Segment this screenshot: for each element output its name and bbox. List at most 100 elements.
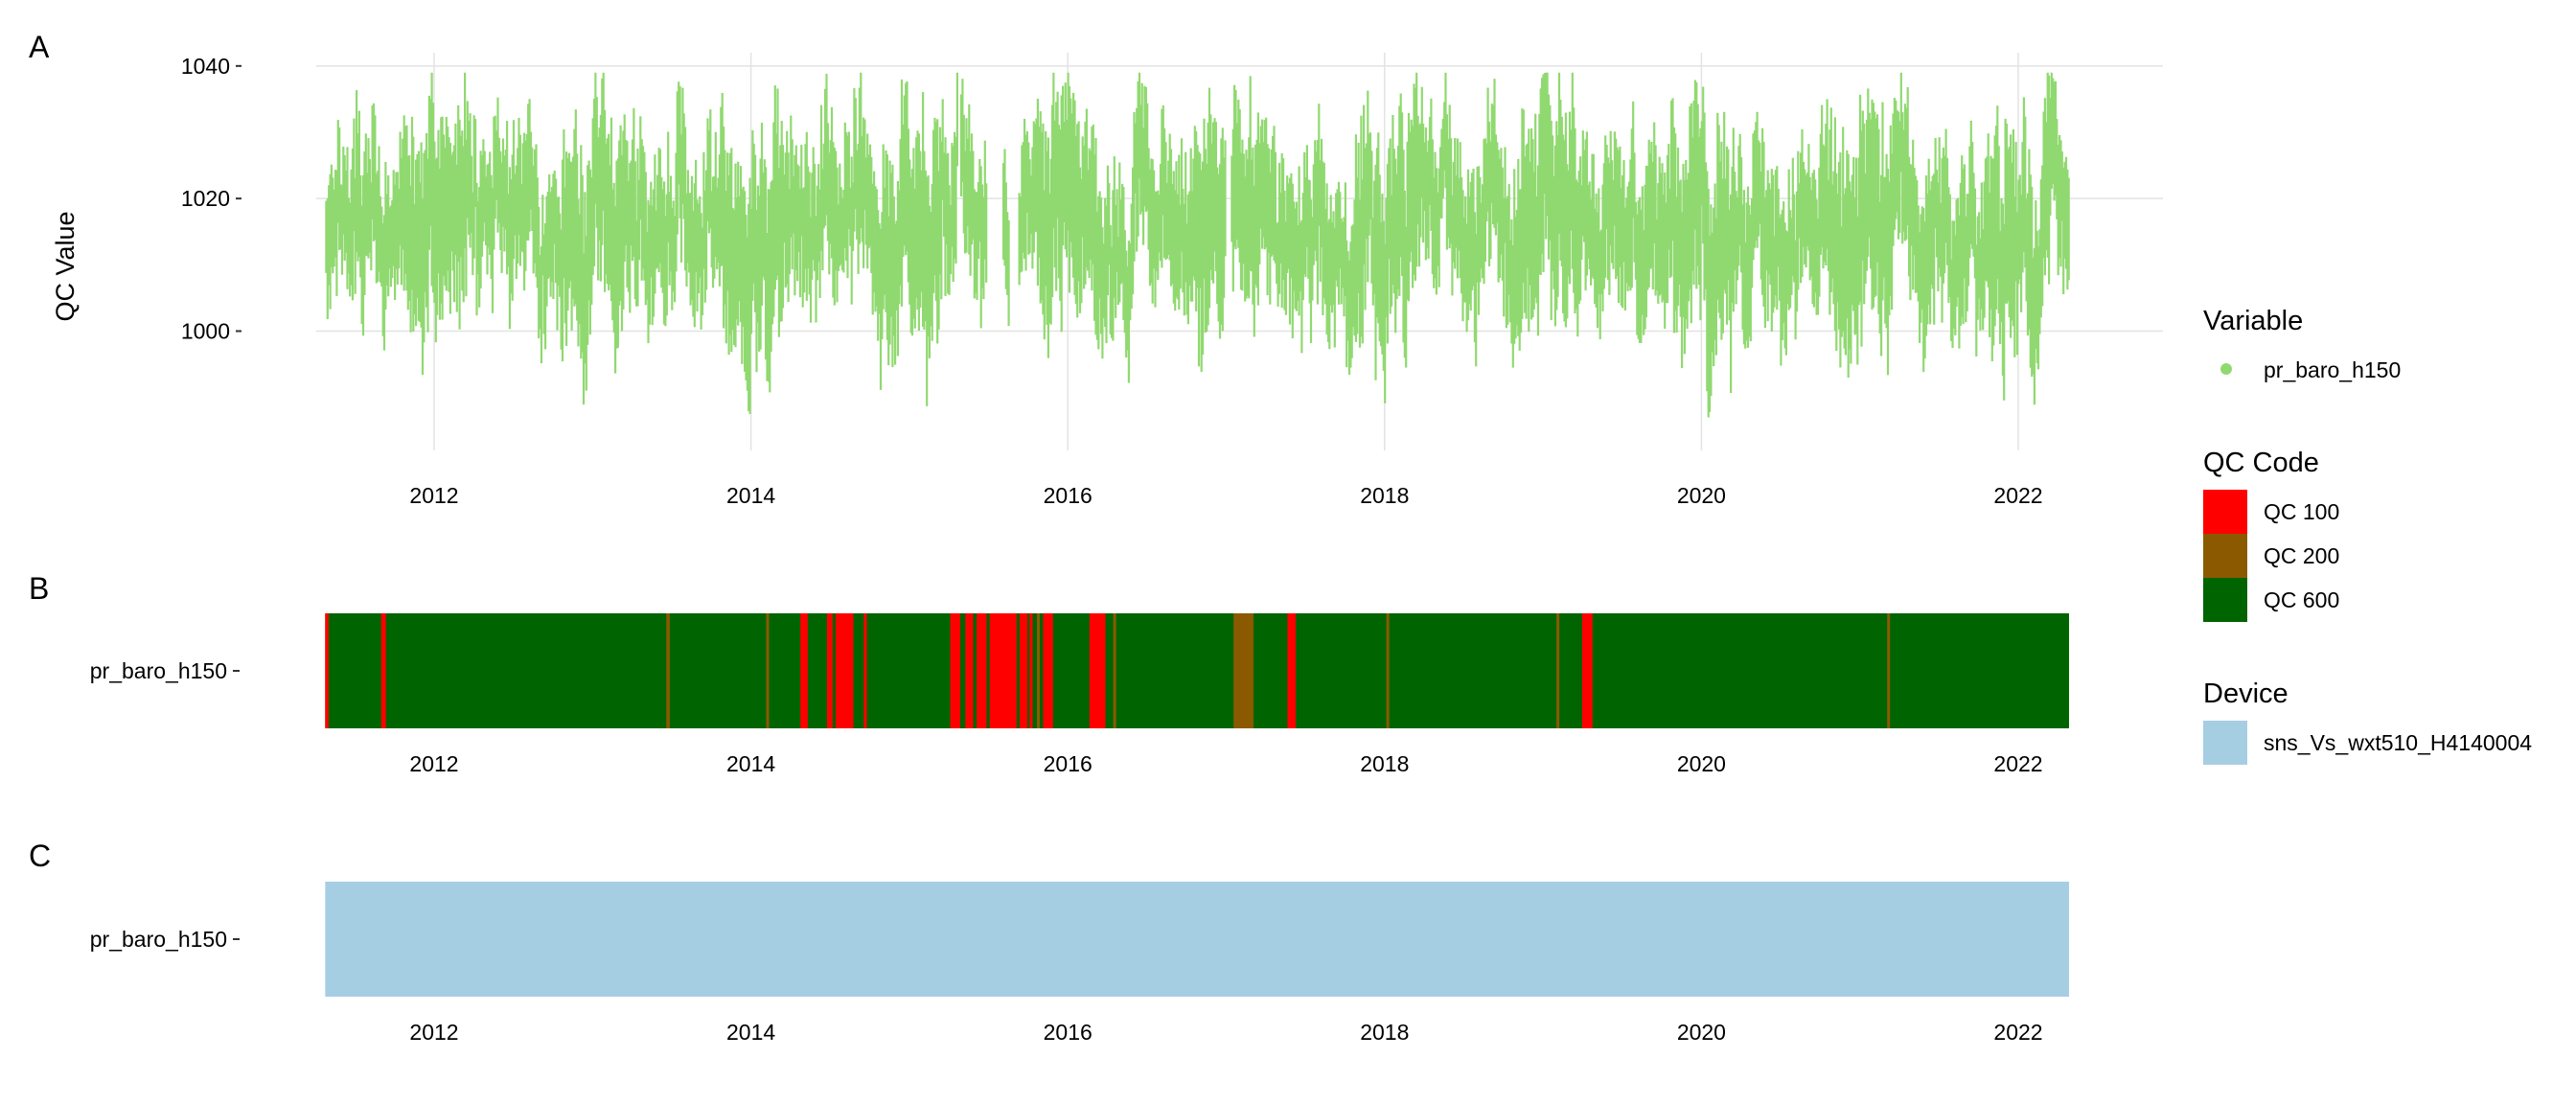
panel-a-data-point bbox=[1365, 143, 1368, 240]
legend-qc-100-key bbox=[2203, 490, 2247, 534]
panel-a-data-point bbox=[1273, 126, 1276, 261]
panel-a-data-point bbox=[1241, 139, 1244, 291]
panel-a-data-point bbox=[915, 137, 918, 298]
panel-a-data-point bbox=[1736, 197, 1739, 281]
panel-a-data-point bbox=[1193, 126, 1196, 281]
panel-a-data-point bbox=[1207, 122, 1209, 326]
panel-a-data-point bbox=[1130, 203, 1133, 310]
panel-a-data-point bbox=[667, 131, 670, 242]
panel-a-data-point bbox=[2017, 179, 2020, 285]
panel-a-data-point bbox=[1924, 175, 1928, 336]
panel-a-data-point bbox=[866, 133, 869, 269]
panel-b-tile-qc-200 bbox=[666, 613, 670, 728]
panel-a-data-point bbox=[1083, 145, 1086, 289]
panel-a-data-point bbox=[1081, 136, 1084, 238]
panel-a-data-point bbox=[1954, 235, 1957, 335]
panel-a-data-point bbox=[1350, 225, 1353, 358]
panel-a-data-point bbox=[1234, 89, 1237, 250]
panel-a-data-point bbox=[734, 163, 737, 348]
panel-a-data-point bbox=[835, 150, 838, 271]
panel-a-y-tick-label-1020: 1020 bbox=[181, 186, 230, 211]
panel-a-data-point bbox=[2000, 198, 2003, 322]
panel-a-data-point bbox=[1769, 189, 1772, 286]
panel-a-data-point bbox=[674, 216, 677, 303]
panel-a-data-point bbox=[2007, 149, 2010, 302]
panel-a-data-point bbox=[1175, 161, 1178, 297]
panel-b-tile-qc-100 bbox=[1029, 613, 1033, 728]
panel-a-data-point bbox=[843, 122, 846, 248]
panel-a-data-point bbox=[767, 189, 770, 382]
panel-a-data-point bbox=[1783, 222, 1786, 349]
panel-a-data-point bbox=[1942, 147, 1944, 284]
panel-a-data-point bbox=[1217, 173, 1220, 322]
panel-a-data-point bbox=[328, 185, 331, 286]
panel-a-data-point bbox=[1888, 181, 1891, 316]
panel-a-data-point bbox=[1203, 118, 1206, 279]
panel-a-data-point bbox=[906, 80, 908, 252]
panel-a-data-point bbox=[469, 113, 472, 248]
panel-a-data-point bbox=[1979, 238, 1982, 331]
panel-a-data-point bbox=[898, 190, 901, 305]
panel-a-data-point bbox=[1687, 172, 1690, 302]
panel-a-data-point bbox=[809, 217, 813, 323]
panel-a-data-point bbox=[1641, 186, 1644, 315]
panel-a-data-point bbox=[503, 155, 506, 252]
panel-a-data-point bbox=[1633, 152, 1636, 263]
panel-a-data-point bbox=[459, 135, 462, 258]
panel-a-data-point bbox=[1573, 107, 1576, 293]
panel-a-data-point bbox=[735, 197, 738, 320]
panel-a-data-point bbox=[1562, 134, 1565, 313]
panel-a-data-point bbox=[1332, 211, 1335, 305]
panel-a-data-point bbox=[2003, 223, 2006, 401]
panel-a-data-point bbox=[346, 147, 349, 289]
panel-a-data-point bbox=[972, 150, 975, 240]
panel-a-data-point bbox=[495, 130, 498, 200]
panel-a-data-point bbox=[487, 163, 490, 248]
panel-a-data-point bbox=[1695, 81, 1698, 289]
panel-a-data-point bbox=[752, 143, 755, 284]
panel-a-data-point bbox=[338, 127, 341, 250]
panel-a-data-point bbox=[1238, 109, 1241, 264]
panel-a-data-point bbox=[1895, 100, 1898, 219]
panel-a-data-point bbox=[1129, 242, 1132, 321]
panel-a-data-point bbox=[982, 196, 985, 300]
panel-a-data-point bbox=[489, 151, 492, 255]
panel-a-data-point bbox=[1647, 139, 1650, 288]
panel-a-data-point bbox=[1989, 192, 1991, 337]
panel-a-data-point bbox=[2050, 72, 2053, 189]
panel-a-data-point bbox=[1182, 189, 1184, 293]
panel-a-data-point bbox=[2045, 122, 2048, 251]
panel-a-data-point bbox=[1910, 165, 1913, 246]
panel-a-data-point bbox=[900, 79, 904, 307]
panel-a-data-point bbox=[332, 177, 334, 274]
panel-a-data-point bbox=[1305, 145, 1308, 247]
panel-a-data-point bbox=[1625, 197, 1628, 284]
panel-a-data-point bbox=[1609, 130, 1612, 246]
panel-a-data-point bbox=[506, 121, 509, 275]
panel-a-data-point bbox=[1877, 128, 1880, 314]
panel-a-data-point bbox=[2042, 111, 2045, 259]
panel-a-data-point bbox=[515, 165, 518, 279]
panel-a-data-point bbox=[1723, 111, 1726, 290]
panel-a-data-point bbox=[629, 163, 632, 313]
panel-a-data-point bbox=[1674, 133, 1677, 311]
panel-a-data-point bbox=[1983, 181, 1986, 318]
panel-a-data-point bbox=[1256, 112, 1259, 306]
panel-a-data-point bbox=[1433, 177, 1436, 288]
panel-a-data-point bbox=[1479, 176, 1482, 283]
panel-a-data-point bbox=[1036, 99, 1039, 287]
panel-a-data-point bbox=[1303, 151, 1306, 275]
panel-a-data-point bbox=[1125, 250, 1128, 358]
panel-a-data-point bbox=[1106, 165, 1109, 296]
panel-a-data-point bbox=[1415, 72, 1418, 267]
panel-a-data-point bbox=[751, 129, 754, 301]
panel-a-data-point bbox=[1797, 150, 1800, 290]
panel-a-data-point bbox=[1029, 175, 1033, 235]
panel-a-data-point bbox=[713, 175, 716, 279]
panel-a-x-axis: 2012 2014 2016 2018 2020 2022 bbox=[409, 483, 2042, 508]
panel-a-data-point bbox=[1616, 147, 1619, 277]
panel-a-data-point bbox=[1431, 139, 1434, 275]
panel-a-data-point bbox=[525, 133, 528, 241]
panel-a-data-point bbox=[1992, 158, 1995, 346]
panel-a-data-point bbox=[676, 91, 678, 235]
